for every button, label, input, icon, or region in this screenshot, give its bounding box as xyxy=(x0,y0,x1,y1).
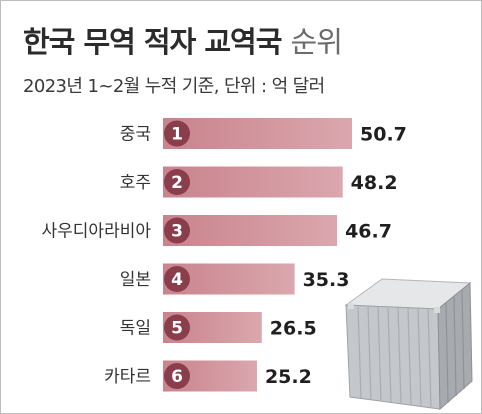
value-label: 50.7 xyxy=(360,124,407,146)
bar xyxy=(163,118,352,149)
rank-number: 5 xyxy=(171,319,183,339)
rank-badge xyxy=(164,169,190,195)
rank-badge xyxy=(164,363,190,389)
bar xyxy=(163,215,338,246)
rank-badge xyxy=(164,266,190,292)
category-label: 호주 xyxy=(120,173,151,193)
category-label: 독일 xyxy=(120,319,151,339)
category-label: 중국 xyxy=(120,125,151,145)
chart-title: 한국 무역 적자 교역국 순위 xyxy=(23,19,343,61)
rank-number: 2 xyxy=(171,173,183,193)
chart-title-light: 순위 xyxy=(290,25,343,59)
rank-number: 4 xyxy=(171,270,183,290)
value-label: 48.2 xyxy=(351,172,398,194)
value-label: 35.3 xyxy=(303,269,350,291)
category-label: 일본 xyxy=(120,270,151,290)
rank-number: 1 xyxy=(171,125,183,145)
value-label: 25.2 xyxy=(265,366,312,388)
rank-number: 6 xyxy=(171,367,183,387)
category-label: 카타르 xyxy=(104,367,151,387)
rank-badge xyxy=(164,120,190,147)
rank-number: 3 xyxy=(171,222,183,242)
bar xyxy=(163,166,343,198)
category-label: 사우디아라비아 xyxy=(42,222,152,242)
chart-subtitle: 2023년 1~2월 누적 기준, 단위 : 억 달러 xyxy=(23,76,325,97)
bars-group: 중국 1 50.7 호주 2 48.2 사우디아라비아 3 46.7 일본 4 35.3 독일 5 26.5… xyxy=(42,118,407,392)
value-label: 46.7 xyxy=(345,221,392,243)
shipping-container-icon xyxy=(344,278,473,411)
chart-title-bold: 한국 무역 적자 교역국 xyxy=(23,25,282,59)
rank-badge xyxy=(164,217,190,244)
rank-badge xyxy=(164,314,190,341)
value-label: 26.5 xyxy=(270,318,317,340)
